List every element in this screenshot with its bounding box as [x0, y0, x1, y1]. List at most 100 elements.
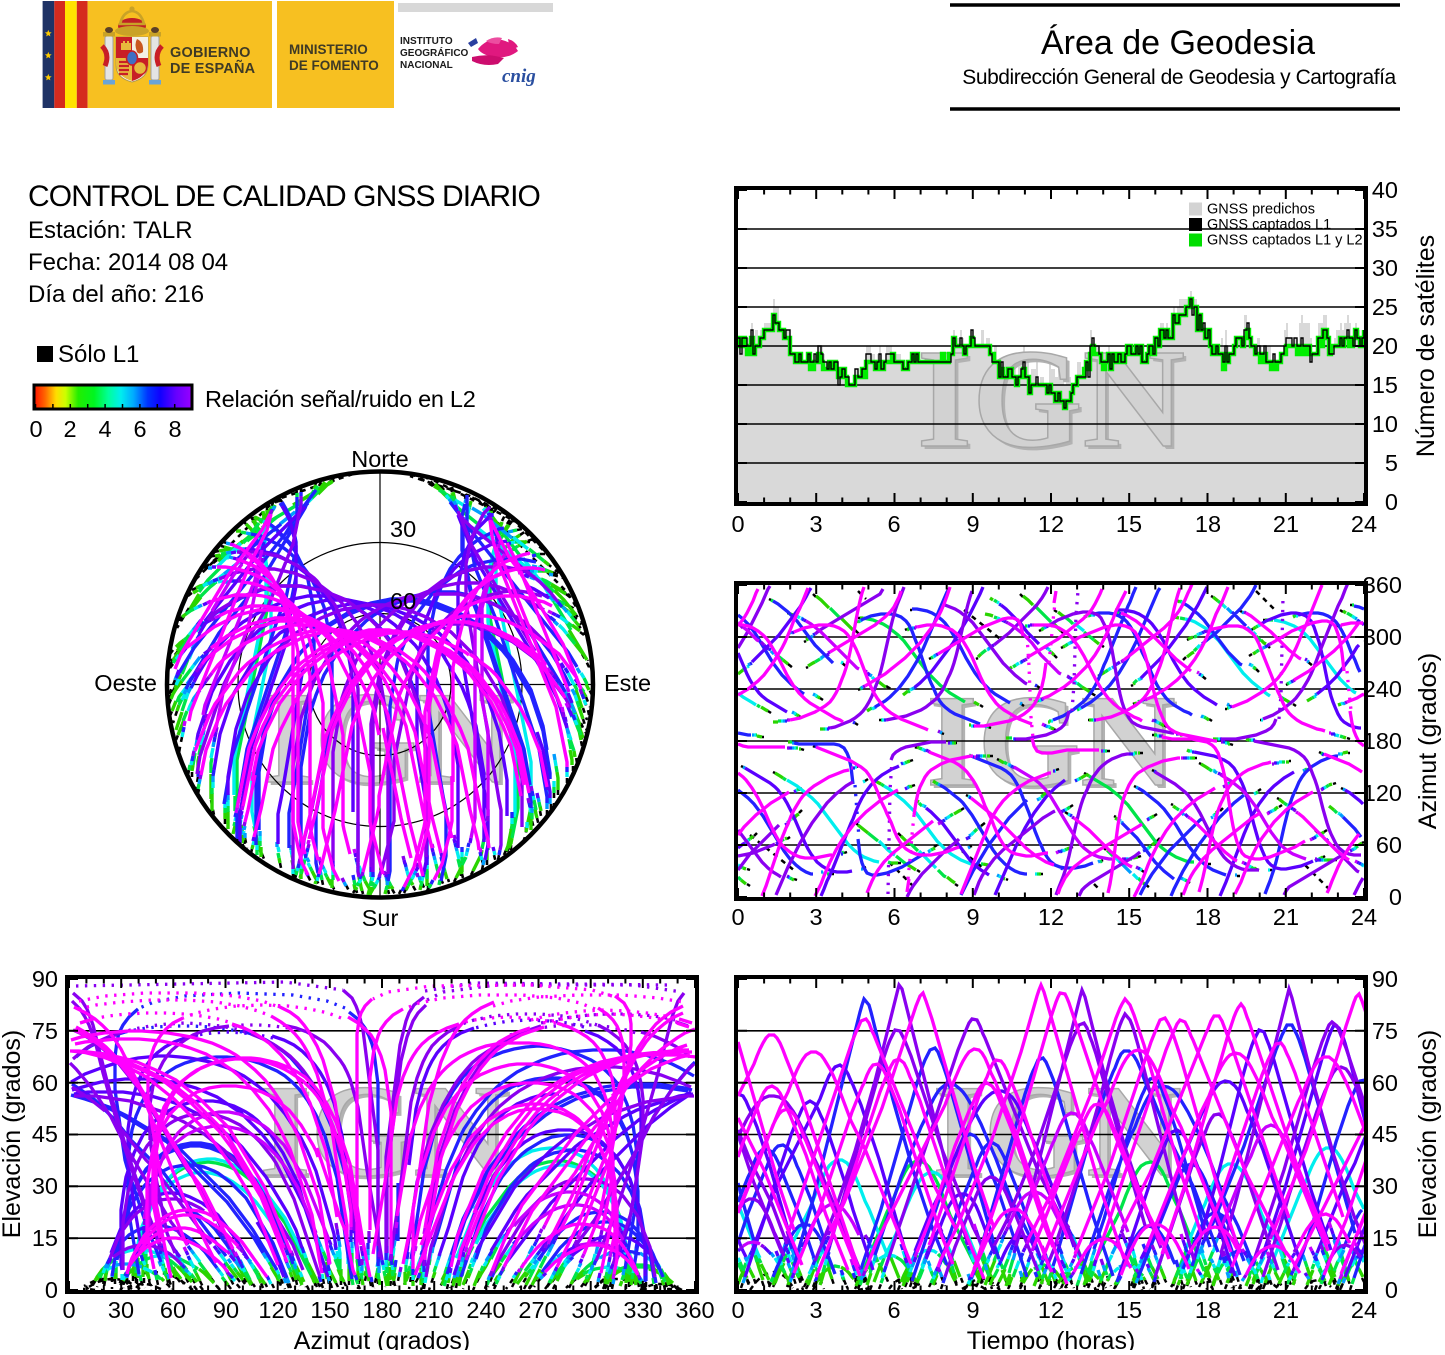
svg-text:0: 0	[1389, 884, 1402, 910]
svg-text:0: 0	[1385, 489, 1398, 515]
svg-text:60: 60	[160, 1297, 186, 1323]
svg-text:9: 9	[966, 904, 979, 930]
svg-text:6: 6	[133, 416, 146, 442]
svg-text:12: 12	[1038, 1297, 1064, 1323]
svg-text:25: 25	[1372, 294, 1398, 320]
svg-text:INSTITUTO: INSTITUTO	[400, 36, 453, 47]
svg-text:15: 15	[1116, 904, 1142, 930]
svg-text:330: 330	[623, 1297, 662, 1323]
svg-text:GOBIERNO: GOBIERNO	[170, 45, 251, 61]
svg-text:120: 120	[1363, 780, 1402, 806]
svg-text:2: 2	[63, 416, 76, 442]
svg-text:240: 240	[466, 1297, 505, 1323]
svg-text:18: 18	[1195, 904, 1221, 930]
svg-text:Elevación (grados): Elevación (grados)	[1414, 1030, 1442, 1238]
svg-text:0: 0	[45, 1277, 58, 1303]
svg-text:21: 21	[1273, 1297, 1299, 1323]
svg-text:75: 75	[32, 1018, 58, 1044]
svg-text:0: 0	[62, 1297, 75, 1323]
svg-text:15: 15	[1116, 1297, 1142, 1323]
svg-text:Oeste: Oeste	[94, 670, 157, 696]
svg-text:150: 150	[310, 1297, 349, 1323]
svg-text:210: 210	[414, 1297, 453, 1323]
svg-text:GNSS captados L1 y L2: GNSS captados L1 y L2	[1207, 233, 1363, 249]
svg-text:40: 40	[1372, 177, 1398, 203]
svg-text:30: 30	[32, 1173, 58, 1199]
svg-text:12: 12	[1038, 904, 1064, 930]
svg-text:60: 60	[390, 588, 416, 614]
svg-text:Este: Este	[604, 670, 651, 696]
svg-text:18: 18	[1195, 1297, 1221, 1323]
svg-text:9: 9	[966, 511, 979, 537]
svg-text:Azimut (grados): Azimut (grados)	[1414, 653, 1442, 829]
svg-text:6: 6	[887, 1297, 900, 1323]
svg-text:45: 45	[32, 1121, 58, 1147]
svg-text:0: 0	[29, 416, 42, 442]
svg-text:12: 12	[1038, 511, 1064, 537]
svg-text:180: 180	[1363, 728, 1402, 754]
svg-text:Tiempo (horas): Tiempo (horas)	[967, 1327, 1136, 1350]
svg-text:21: 21	[1273, 904, 1299, 930]
svg-text:15: 15	[1116, 511, 1142, 537]
svg-text:Elevación (grados): Elevación (grados)	[0, 1030, 26, 1238]
svg-text:cnig: cnig	[502, 66, 536, 87]
svg-text:360: 360	[675, 1297, 714, 1323]
svg-text:90: 90	[1372, 966, 1398, 992]
svg-text:Fecha: 2014 08 04: Fecha: 2014 08 04	[28, 249, 228, 276]
svg-text:60: 60	[32, 1070, 58, 1096]
svg-text:GNSS captados L1: GNSS captados L1	[1207, 217, 1331, 233]
svg-text:300: 300	[1363, 624, 1402, 650]
svg-text:120: 120	[258, 1297, 297, 1323]
svg-text:60: 60	[1376, 832, 1402, 858]
svg-text:NACIONAL: NACIONAL	[400, 60, 453, 71]
svg-text:60: 60	[1372, 1070, 1398, 1096]
svg-text:30: 30	[1372, 255, 1398, 281]
svg-text:15: 15	[1372, 1225, 1398, 1251]
svg-text:45: 45	[1372, 1121, 1398, 1147]
svg-text:35: 35	[1372, 216, 1398, 242]
svg-text:Azimut (grados): Azimut (grados)	[294, 1327, 470, 1350]
svg-text:20: 20	[1372, 333, 1398, 359]
svg-text:Sólo L1: Sólo L1	[58, 341, 139, 368]
svg-text:270: 270	[518, 1297, 557, 1323]
svg-text:DE FOMENTO: DE FOMENTO	[289, 58, 379, 73]
svg-text:30: 30	[108, 1297, 134, 1323]
svg-text:30: 30	[390, 516, 416, 542]
svg-text:Subdirección General de Geodes: Subdirección General de Geodesia y Carto…	[962, 66, 1396, 89]
svg-text:MINISTERIO: MINISTERIO	[289, 42, 368, 57]
svg-text:0: 0	[731, 1297, 744, 1323]
svg-text:Relación señal/ruido en L2: Relación señal/ruido en L2	[205, 386, 475, 412]
svg-text:18: 18	[1195, 511, 1221, 537]
svg-text:Norte: Norte	[351, 446, 408, 472]
svg-text:240: 240	[1363, 676, 1402, 702]
svg-text:300: 300	[571, 1297, 610, 1323]
svg-text:3: 3	[809, 1297, 822, 1323]
svg-text:Sur: Sur	[362, 905, 399, 931]
svg-text:0: 0	[731, 511, 744, 537]
svg-text:180: 180	[362, 1297, 401, 1323]
svg-text:10: 10	[1372, 411, 1398, 437]
svg-text:0: 0	[1385, 1277, 1398, 1303]
svg-text:15: 15	[1372, 372, 1398, 398]
svg-text:75: 75	[1372, 1018, 1398, 1044]
svg-text:6: 6	[887, 511, 900, 537]
svg-text:DE ESPAÑA: DE ESPAÑA	[170, 59, 256, 77]
svg-text:24: 24	[1351, 511, 1377, 537]
svg-text:3: 3	[809, 904, 822, 930]
svg-text:8: 8	[168, 416, 181, 442]
svg-text:5: 5	[1385, 450, 1398, 476]
svg-text:24: 24	[1351, 904, 1377, 930]
svg-text:4: 4	[98, 416, 111, 442]
svg-text:GEOGRÁFICO: GEOGRÁFICO	[400, 46, 469, 59]
svg-text:360: 360	[1363, 572, 1402, 598]
svg-text:GNSS predichos: GNSS predichos	[1207, 202, 1315, 218]
svg-text:Estación: TALR: Estación: TALR	[28, 217, 193, 244]
svg-text:Número de satélites: Número de satélites	[1412, 235, 1440, 457]
svg-text:3: 3	[809, 511, 822, 537]
svg-text:90: 90	[32, 966, 58, 992]
svg-text:Día del año: 216: Día del año: 216	[28, 281, 204, 308]
svg-text:Área de Geodesia: Área de Geodesia	[1041, 24, 1315, 62]
svg-text:9: 9	[966, 1297, 979, 1323]
svg-text:0: 0	[731, 904, 744, 930]
svg-text:24: 24	[1351, 1297, 1377, 1323]
